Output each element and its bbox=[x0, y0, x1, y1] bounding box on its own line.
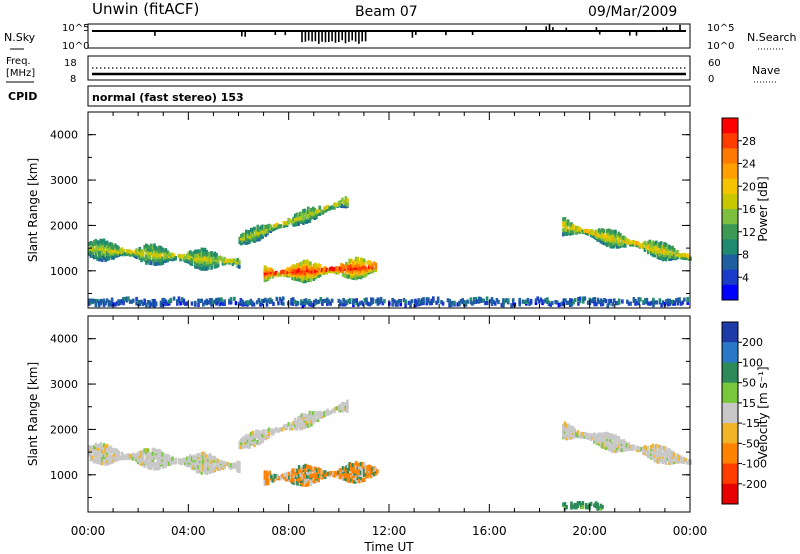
power-region-4 bbox=[88, 296, 689, 308]
xtick-label: 08:00 bbox=[271, 524, 306, 538]
freq-tick-top: 18 bbox=[64, 58, 77, 69]
power-region-2 bbox=[263, 256, 378, 284]
velocity-ytick-label: 1000 bbox=[50, 469, 78, 482]
power-colorbar-tick: 20 bbox=[742, 180, 756, 193]
nave-label: Nave bbox=[752, 64, 780, 77]
xtick-label: 04:00 bbox=[171, 524, 206, 538]
xtick-label: 20:00 bbox=[572, 524, 607, 538]
xtick-label: 00:00 bbox=[71, 524, 106, 538]
velocity-colorbar-tick: -50 bbox=[742, 437, 760, 450]
cpid-label: CPID bbox=[8, 90, 37, 103]
velocity-colorbar-tick: 100 bbox=[742, 356, 763, 369]
power-ytick-label: 3000 bbox=[50, 174, 78, 187]
power-heatmap bbox=[88, 196, 692, 308]
xaxis-label: Time UT bbox=[363, 540, 414, 554]
power-colorbar-tick: 28 bbox=[742, 135, 756, 148]
freq-panel bbox=[87, 55, 691, 81]
velocity-colorbar-label: Velocity [m s⁻¹] bbox=[756, 366, 770, 459]
velocity-colorbar bbox=[721, 321, 742, 505]
velocity-colorbar-tick: 50 bbox=[742, 377, 756, 390]
xtick-label: 16:00 bbox=[472, 524, 507, 538]
power-panel: Slant Range [km] Power [dB] bbox=[26, 111, 770, 309]
velocity-frame bbox=[87, 315, 691, 513]
cpid-panel bbox=[87, 85, 691, 107]
power-colorbar-tick: 24 bbox=[742, 158, 756, 171]
power-region-3 bbox=[562, 217, 692, 262]
velocity-panel: Slant Range [km] Velocity [m s⁻¹] bbox=[26, 315, 770, 513]
nave-tick-bottom: 0 bbox=[708, 74, 714, 85]
nsky-tick-bottom: 10^0 bbox=[62, 41, 89, 52]
nsky-tick-top: 10^5 bbox=[62, 23, 89, 34]
power-region-1 bbox=[238, 196, 349, 246]
velocity-ytick-label: 2000 bbox=[50, 423, 78, 436]
freq-label: Freq. bbox=[6, 56, 31, 67]
nsearch-tick-top: 10^5 bbox=[707, 23, 734, 34]
date-title: 09/Mar/2009 bbox=[588, 4, 677, 20]
station-title: Unwin (fitACF) bbox=[92, 0, 199, 18]
power-ylabel: Slant Range [km] bbox=[26, 158, 40, 262]
power-region-0 bbox=[88, 238, 241, 271]
power-colorbar bbox=[721, 117, 742, 301]
velocity-region-3 bbox=[562, 421, 692, 466]
power-ytick-label: 4000 bbox=[50, 129, 78, 142]
xtick-label: 00:00 bbox=[673, 524, 708, 538]
velocity-region-2 bbox=[263, 460, 379, 487]
nsky-panel bbox=[87, 23, 691, 49]
velocity-ytick-label: 4000 bbox=[50, 333, 78, 346]
power-ytick-label: 2000 bbox=[50, 219, 78, 232]
nsearch-label: N.Search bbox=[747, 31, 797, 44]
power-colorbar-tick: 16 bbox=[742, 203, 756, 216]
beam-title: Beam 07 bbox=[355, 4, 418, 20]
velocity-colorbar-tick: 200 bbox=[742, 336, 763, 349]
velocity-colorbar-tick: -100 bbox=[742, 458, 767, 471]
velocity-heatmap bbox=[88, 399, 692, 511]
velocity-colorbar-tick: 15 bbox=[742, 397, 756, 410]
nsearch-tick-bottom: 10^0 bbox=[707, 41, 734, 52]
velocity-region-0 bbox=[88, 442, 241, 475]
power-colorbar-tick: 12 bbox=[742, 226, 756, 239]
power-ytick-label: 1000 bbox=[50, 265, 78, 278]
velocity-ylabel: Slant Range [km] bbox=[26, 362, 40, 466]
velocity-region-1 bbox=[238, 399, 349, 450]
freq-unit-label: [MHz] bbox=[6, 68, 35, 79]
freq-tick-bottom: 8 bbox=[70, 74, 76, 85]
velocity-region-4 bbox=[562, 501, 604, 511]
cpid-text: normal (fast stereo) 153 bbox=[92, 91, 244, 104]
nsky-trace bbox=[154, 24, 681, 44]
nave-tick-top: 60 bbox=[708, 58, 721, 69]
xtick-label: 12:00 bbox=[372, 524, 407, 538]
power-colorbar-tick: 4 bbox=[742, 271, 749, 284]
velocity-colorbar-tick: -200 bbox=[742, 478, 767, 491]
velocity-colorbar-tick: -15 bbox=[742, 417, 760, 430]
velocity-ytick-label: 3000 bbox=[50, 378, 78, 391]
power-colorbar-label: Power [dB] bbox=[756, 176, 770, 241]
power-frame bbox=[87, 111, 691, 309]
power-colorbar-tick: 8 bbox=[742, 249, 749, 262]
nsky-label: N.Sky bbox=[4, 31, 36, 44]
